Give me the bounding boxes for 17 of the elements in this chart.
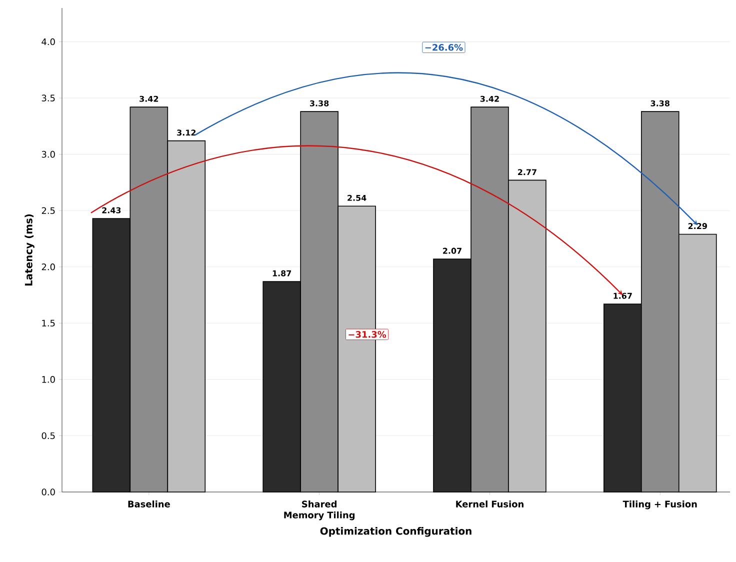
x-tick-label: Tiling + Fusion — [622, 500, 697, 510]
y-axis-title: Latency (ms) — [24, 214, 34, 286]
y-tick-label: 1.0 — [42, 376, 55, 383]
annotation: −31.3% — [348, 331, 386, 338]
x-tick-label: Shared Memory Tiling — [284, 500, 355, 520]
x-tick-label: Baseline — [128, 500, 170, 508]
y-tick-label: 1.5 — [42, 320, 55, 326]
annotation: −26.6% — [425, 44, 463, 51]
y-tick-label: 4.0 — [42, 38, 55, 46]
x-axis-title: Optimization Configuration — [320, 527, 472, 537]
y-tick-label: 3.0 — [42, 150, 55, 158]
y-tick-label: 2.0 — [42, 263, 55, 270]
x-tick-label: Kernel Fusion — [456, 500, 524, 508]
y-tick-label: 0.0 — [42, 488, 55, 496]
y-tick-label: 0.5 — [42, 432, 55, 440]
y-tick-label: 3.5 — [42, 94, 55, 102]
y-tick-label: 2.5 — [42, 207, 55, 214]
